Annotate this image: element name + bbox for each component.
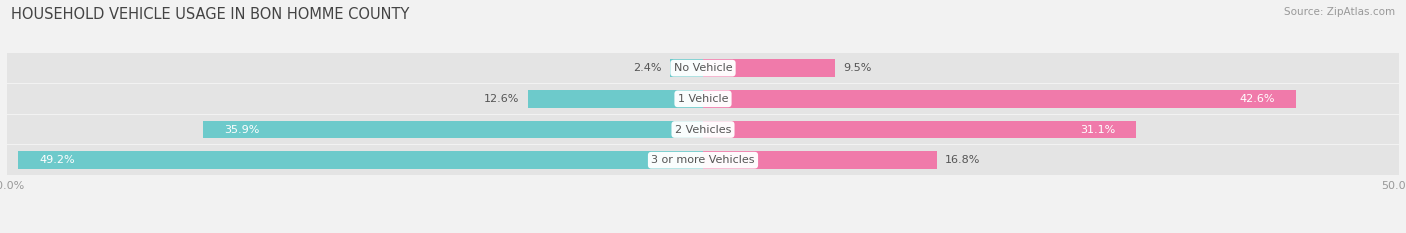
Text: 9.5%: 9.5% bbox=[844, 63, 872, 73]
Text: 42.6%: 42.6% bbox=[1240, 94, 1275, 104]
Text: 31.1%: 31.1% bbox=[1080, 124, 1115, 134]
Bar bbox=[703, 121, 1136, 138]
Bar bbox=[7, 53, 1399, 83]
Text: 49.2%: 49.2% bbox=[39, 155, 75, 165]
Bar bbox=[7, 84, 1399, 113]
Bar bbox=[527, 90, 703, 108]
Text: 16.8%: 16.8% bbox=[945, 155, 980, 165]
Text: Source: ZipAtlas.com: Source: ZipAtlas.com bbox=[1284, 7, 1395, 17]
Bar bbox=[703, 90, 1296, 108]
Text: 2.4%: 2.4% bbox=[633, 63, 661, 73]
Text: 35.9%: 35.9% bbox=[224, 124, 260, 134]
Bar bbox=[703, 151, 936, 169]
Text: 1 Vehicle: 1 Vehicle bbox=[678, 94, 728, 104]
Bar bbox=[18, 151, 703, 169]
Text: 3 or more Vehicles: 3 or more Vehicles bbox=[651, 155, 755, 165]
Text: 12.6%: 12.6% bbox=[484, 94, 519, 104]
Bar bbox=[703, 59, 835, 77]
Bar bbox=[7, 145, 1399, 175]
Bar bbox=[204, 121, 703, 138]
Text: HOUSEHOLD VEHICLE USAGE IN BON HOMME COUNTY: HOUSEHOLD VEHICLE USAGE IN BON HOMME COU… bbox=[11, 7, 409, 22]
Legend: Owner-occupied, Renter-occupied: Owner-occupied, Renter-occupied bbox=[582, 230, 824, 233]
Bar bbox=[669, 59, 703, 77]
Bar bbox=[7, 115, 1399, 144]
Text: No Vehicle: No Vehicle bbox=[673, 63, 733, 73]
Text: 2 Vehicles: 2 Vehicles bbox=[675, 124, 731, 134]
